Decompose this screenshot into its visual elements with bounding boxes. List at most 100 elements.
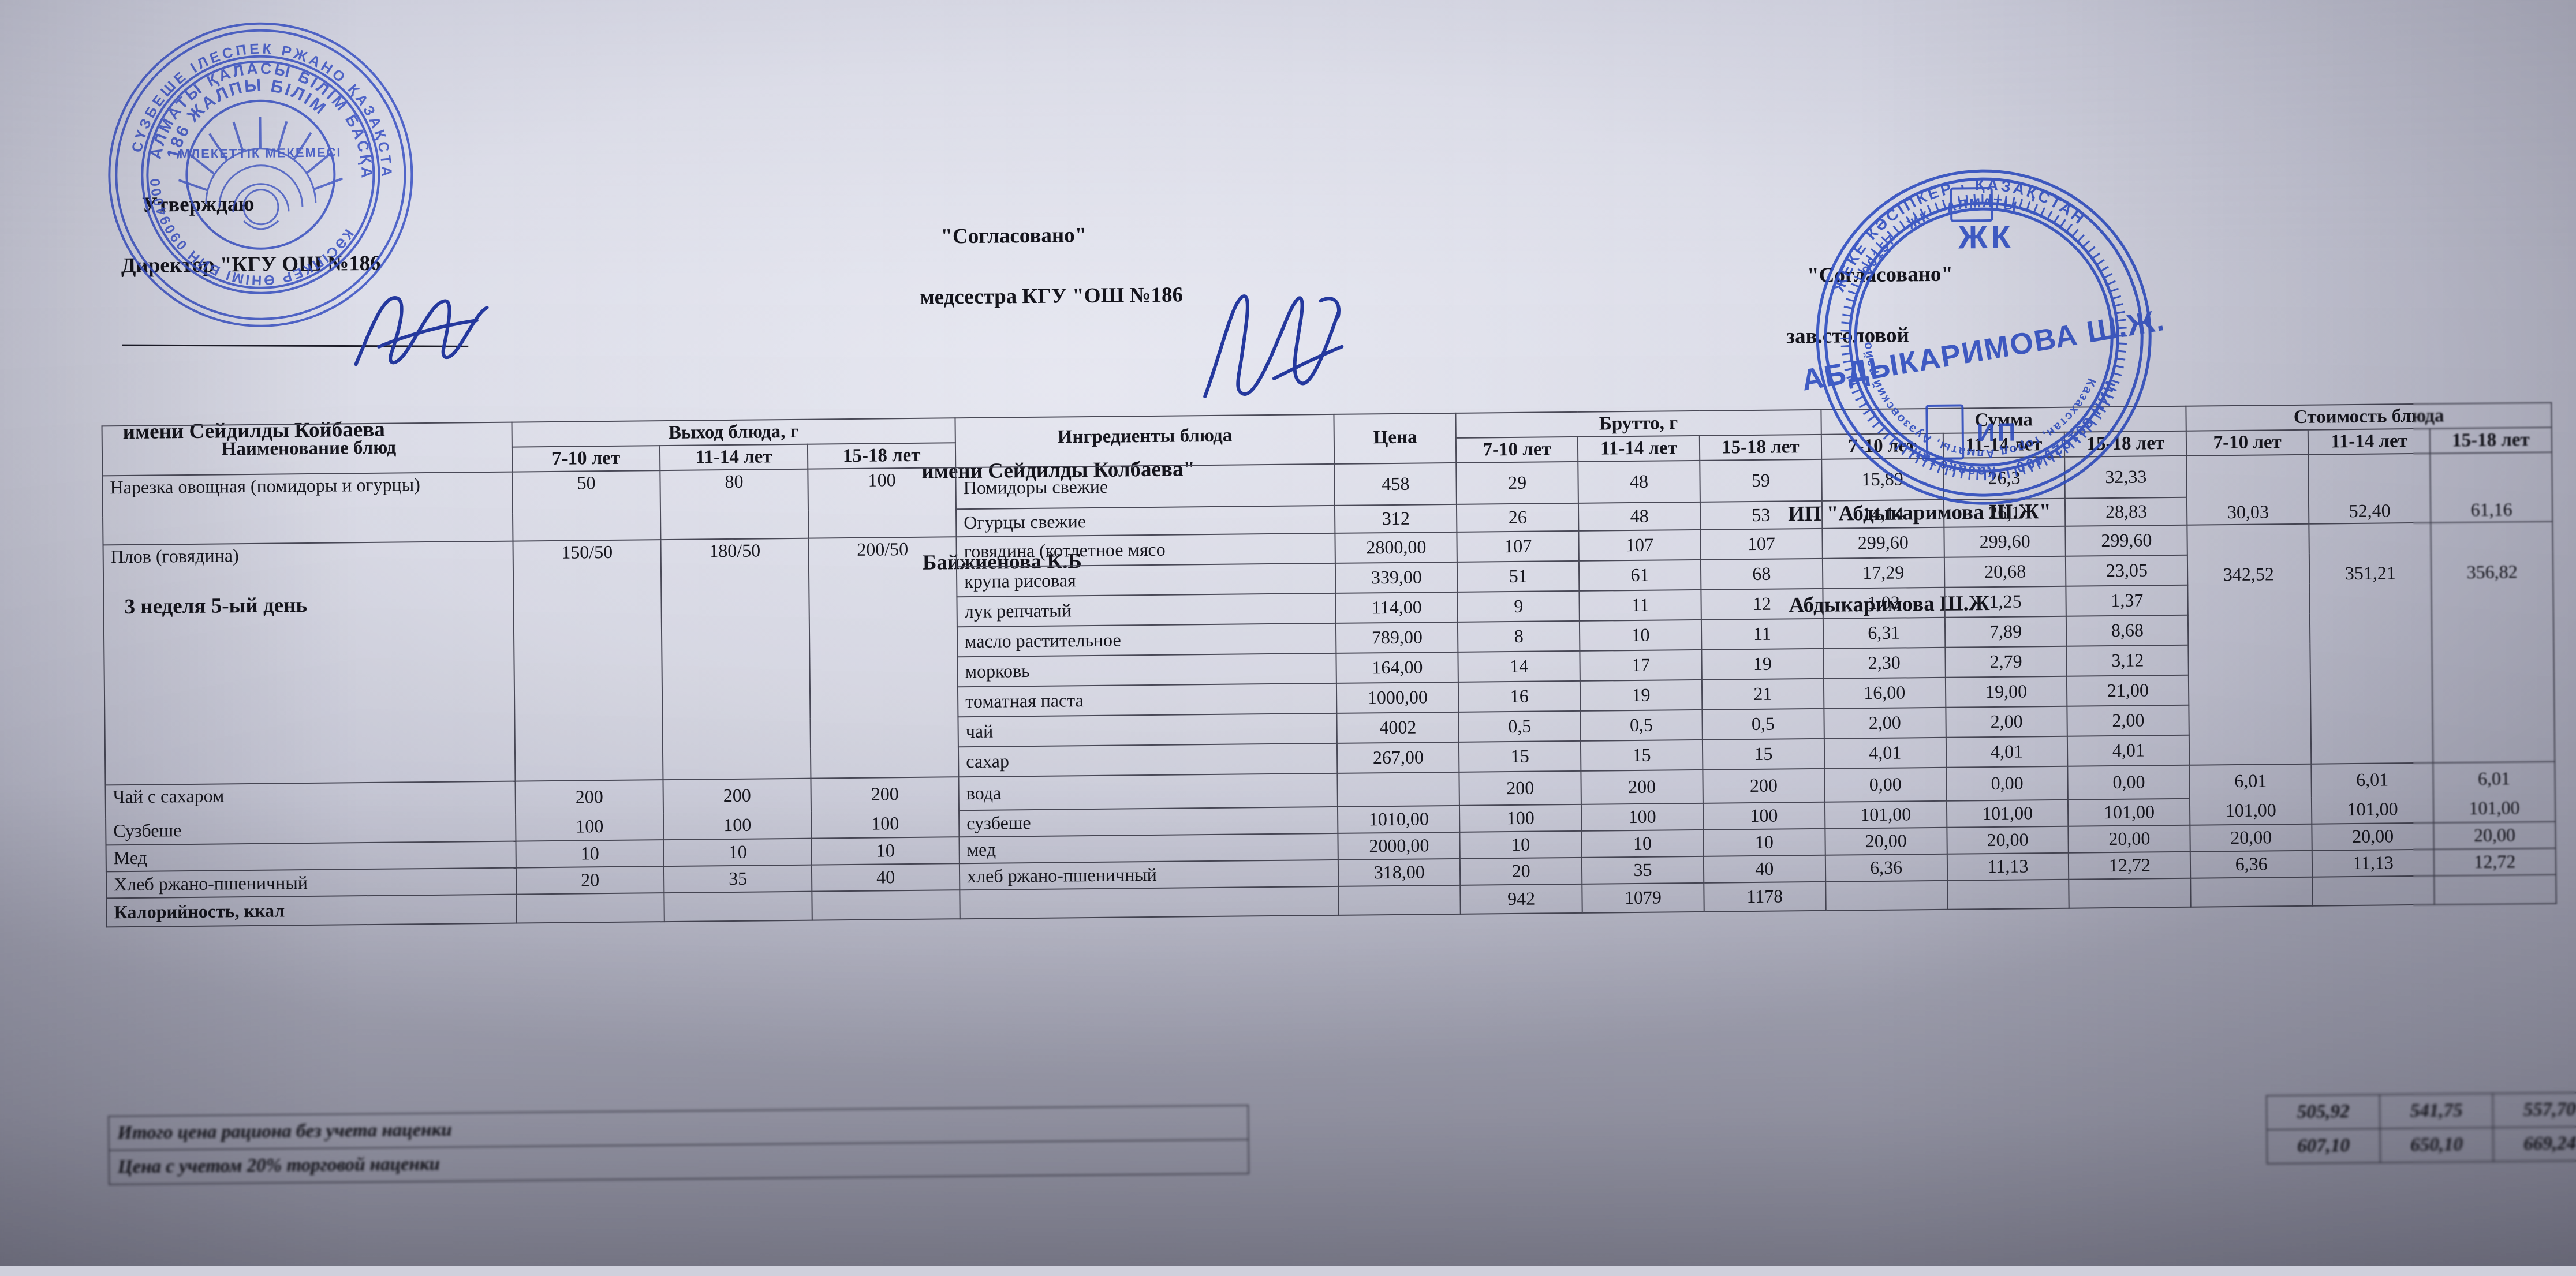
ingredient-gross-6-1: 17 <box>1580 650 1701 681</box>
totals-table: Итого цена рациона без учета наценки 505… <box>108 1092 2576 1185</box>
th-sum-age-2: 15-18 лет <box>2064 431 2186 457</box>
ingredient-sum-8-1: 2,00 <box>1946 706 2067 738</box>
nurse-signature <box>1186 279 1378 408</box>
dish-cost-4-1: 20,00 <box>2312 823 2433 851</box>
dish-yield-5-1: 35 <box>664 865 812 893</box>
totals-markup-1: 650,10 <box>2380 1128 2493 1163</box>
ingredient-gross-8-2: 0,5 <box>1702 709 1824 740</box>
ingredient-name-11: сузбеше <box>959 807 1338 837</box>
dish-cost-3-2: 101,00 <box>2433 795 2555 823</box>
ingredient-sum-4-1: 1,25 <box>1944 586 2066 618</box>
header-right-line1: зав.столовой <box>1786 319 2049 352</box>
ingredient-gross-10-1: 200 <box>1581 770 1703 804</box>
dish-yield-1-0: 150/50 <box>513 540 663 781</box>
dish-yield-3-0: 100 <box>516 813 663 841</box>
agreed-label-canteen: "Согласовано" <box>1807 262 1953 287</box>
menu-table: Наименование блюд Выход блюда, г Ингреди… <box>102 402 2557 928</box>
ingredient-sum-7-2: 21,00 <box>2067 675 2189 706</box>
dish-yield-6-2 <box>812 890 960 920</box>
dish-cost-6-2 <box>2434 875 2556 905</box>
dish-yield-5-2: 40 <box>812 863 960 891</box>
dish-cost-3-0: 101,00 <box>2190 798 2312 825</box>
ingredient-price-8: 4002 <box>1337 712 1459 743</box>
dish-name-1: Плов (говядина) <box>103 541 516 785</box>
ingredient-sum-11-0: 101,00 <box>1825 801 1947 829</box>
ingredient-gross-9-1: 15 <box>1581 740 1703 771</box>
ingredient-sum-9-0: 4,01 <box>1824 738 1946 769</box>
ingredient-gross-0-0: 29 <box>1456 462 1578 504</box>
th-dish-name: Наименование блюд <box>102 422 513 476</box>
ingredient-sum-7-1: 19,00 <box>1945 676 2067 708</box>
ingredient-name-8: чай <box>958 713 1338 747</box>
ingredient-name-5: масло растительное <box>957 623 1336 657</box>
dish-yield-6-1 <box>664 892 812 922</box>
dish-cost-0-0: 30,03 <box>2186 455 2309 525</box>
agreed-label-nurse: "Согласовано" <box>940 223 1087 248</box>
ingredient-gross-11-2: 100 <box>1703 802 1825 830</box>
th-sum-age-0: 7-10 лет <box>1821 433 1943 459</box>
ingredient-gross-1-1: 48 <box>1578 502 1700 531</box>
th-gross-age-2: 15-18 лет <box>1700 435 1821 461</box>
ingredient-sum-10-0: 0,00 <box>1824 768 1946 802</box>
dish-yield-0-2: 100 <box>808 467 956 538</box>
th-cost-age-0: 7-10 лет <box>2186 430 2308 456</box>
totals-base-2: 557,70 <box>2493 1092 2576 1128</box>
ingredient-gross-2-2: 107 <box>1700 529 1822 560</box>
ingredient-name-0: Помидоры свежие <box>955 464 1335 509</box>
svg-text:АЛМАТЫ ҚАЛАСЫ БІЛІМ БАСҚАРМА: АЛМАТЫ ҚАЛАСЫ БІЛІМ БАСҚАРМА <box>98 12 376 183</box>
ingredient-gross-3-2: 68 <box>1701 559 1823 590</box>
ingredient-price-3: 339,00 <box>1335 562 1457 593</box>
ingredient-price-0: 458 <box>1335 463 1457 506</box>
ingredient-price-10 <box>1338 772 1459 807</box>
ingredient-sum-3-1: 20,68 <box>1944 556 2066 588</box>
ingredient-gross-5-0: 8 <box>1458 621 1580 652</box>
ingredient-name-10: вода <box>959 773 1338 810</box>
ingredient-sum-0-0: 15,89 <box>1821 458 1944 501</box>
ingredient-gross-10-0: 200 <box>1459 771 1581 806</box>
th-ingredients: Ингредиенты блюда <box>955 414 1335 467</box>
dish-yield-0-0: 50 <box>512 470 660 541</box>
ingredient-sum-13-2: 12,72 <box>2069 852 2190 880</box>
ingredient-sum-13-0: 6,36 <box>1825 854 1947 882</box>
ingredient-name-14 <box>960 886 1339 919</box>
ingredient-sum-12-0: 20,00 <box>1825 828 1947 855</box>
ingredient-gross-9-2: 15 <box>1703 739 1824 770</box>
th-yield: Выход блюда, г <box>512 418 955 447</box>
th-price: Цена <box>1334 413 1457 464</box>
dish-cost-0-1: 52,40 <box>2308 454 2431 524</box>
th-sum: Сумма <box>1821 406 2186 435</box>
ingredient-sum-4-2: 1,37 <box>2066 585 2188 616</box>
totals-base-1: 541,75 <box>2380 1094 2493 1129</box>
svg-text:186 ЖАЛПЫ БІЛІМ: 186 ЖАЛПЫ БІЛІМ <box>163 75 331 161</box>
dish-cost-1-2: 356,82 <box>2431 522 2555 763</box>
ingredient-gross-6-0: 14 <box>1458 651 1580 682</box>
dish-name-5: Хлеб ржано-пшеничный <box>106 867 516 898</box>
ingredient-price-2: 2800,00 <box>1335 532 1457 563</box>
ingredient-gross-4-1: 11 <box>1579 590 1701 621</box>
dish-yield-4-2: 10 <box>812 837 960 865</box>
dish-name-6: Калорийность, ккал <box>106 894 516 927</box>
ingredient-sum-12-1: 20,00 <box>1947 826 2069 854</box>
th-cost-age-1: 11-14 лет <box>2308 429 2430 455</box>
ingredient-sum-0-2: 32,33 <box>2065 456 2187 499</box>
ingredient-sum-7-0: 16,00 <box>1824 678 1946 709</box>
ingredient-gross-13-0: 20 <box>1460 858 1582 885</box>
ingredient-gross-11-1: 100 <box>1581 803 1703 831</box>
dish-cost-5-2: 12,72 <box>2434 848 2556 876</box>
ingredient-gross-0-1: 48 <box>1578 461 1700 503</box>
dish-cost-5-1: 11,13 <box>2312 850 2434 877</box>
th-gross-age-1: 11-14 лет <box>1578 436 1700 462</box>
ingredient-sum-1-1: 26,1 <box>1943 499 2065 527</box>
dish-cost-6-1 <box>2312 876 2434 906</box>
ingredient-sum-3-2: 23,05 <box>2066 555 2187 586</box>
ingredient-price-9: 267,00 <box>1337 742 1459 773</box>
dish-yield-5-0: 20 <box>516 866 664 894</box>
header-left-line1: Директор "КГУ ОШ №186 <box>121 248 384 281</box>
ingredient-price-14 <box>1339 885 1461 915</box>
ingredient-gross-1-0: 26 <box>1457 503 1578 532</box>
ingredient-sum-6-2: 3,12 <box>2067 645 2189 676</box>
totals-block: Итого цена рациона без учета наценки 505… <box>108 1092 2559 1185</box>
dish-cost-5-0: 6,36 <box>2190 851 2312 878</box>
ingredient-gross-3-1: 61 <box>1579 560 1701 591</box>
